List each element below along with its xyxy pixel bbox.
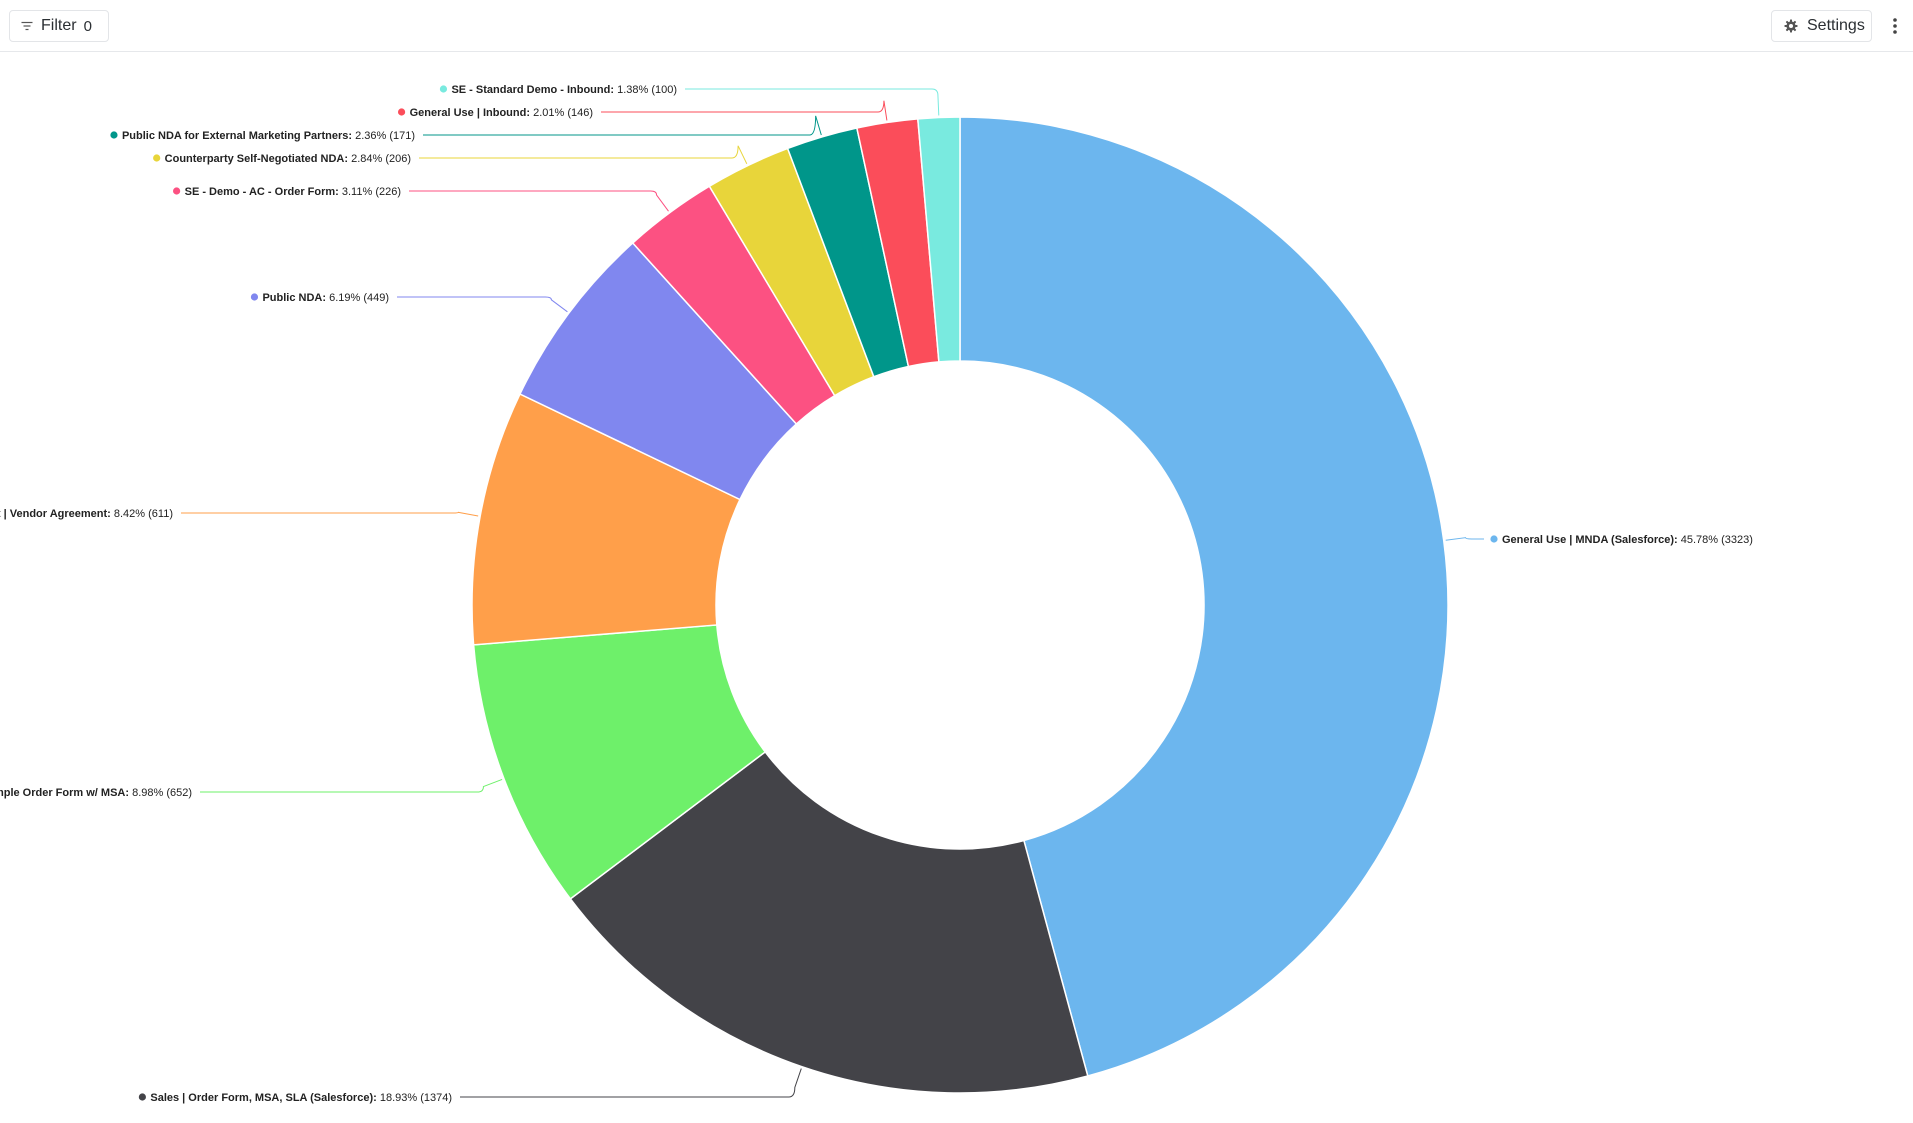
slice-label-value: 3.11% (226) <box>339 186 401 198</box>
legend-dot <box>173 187 181 195</box>
slice-label-text: Public NDA: 6.19% (449) <box>262 292 389 304</box>
slice-label-name: Counterparty Self-Negotiated NDA: <box>165 153 348 165</box>
slice-label-name: Procurement | Vendor Agreement: <box>0 508 111 520</box>
more-options-button[interactable] <box>1886 14 1904 38</box>
label-connector <box>200 778 503 793</box>
slice-label-name: General Use | Inbound: <box>410 107 530 119</box>
slice-label-name: General Use | MNDA (Salesforce): <box>1502 534 1678 546</box>
slice-label-value: 8.98% (652) <box>129 787 192 799</box>
slice-label-name: SE - Standard Demo - Inbound: <box>451 84 614 96</box>
filter-label: Filter <box>41 17 77 34</box>
legend-dot <box>110 131 118 139</box>
toolbar: Filter 0 Settings <box>0 0 1913 52</box>
gear-icon <box>1784 19 1798 33</box>
slice-label-text: General Use | MNDA (Salesforce): 45.78% … <box>1502 534 1753 546</box>
filter-count-badge: 0 <box>83 17 92 35</box>
slice-label: General Use | Inbound: 2.01% (146) <box>397 107 593 119</box>
slice-label-name: Sales | Simple Order Form w/ MSA: <box>0 787 129 799</box>
slice-label-value: 8.42% (611) <box>111 508 173 520</box>
legend-dot <box>439 85 448 93</box>
pie-slice[interactable] <box>916 116 961 363</box>
settings-label: Settings <box>1807 17 1865 34</box>
pie-slice[interactable] <box>471 392 741 646</box>
slice-label: Procurement | Vendor Agreement: 8.42% (6… <box>0 508 173 520</box>
slice-label: Counterparty Self-Negotiated NDA: 2.84% … <box>153 153 411 165</box>
label-connector <box>1445 537 1484 541</box>
legend-dot <box>397 108 406 116</box>
slice-label-name: Sales | Order Form, MSA, SLA (Salesforce… <box>150 1092 376 1104</box>
slice-label-text: Sales | Order Form, MSA, SLA (Salesforce… <box>150 1092 452 1104</box>
label-connector <box>460 1068 802 1098</box>
slice-label-text: SE - Standard Demo - Inbound: 1.38% (100… <box>451 84 677 96</box>
slice-label-name: Public NDA for External Marketing Partne… <box>122 130 352 142</box>
slice-label-text: Counterparty Self-Negotiated NDA: 2.84% … <box>165 153 411 165</box>
legend-dot <box>138 1093 146 1101</box>
pie-slice[interactable] <box>959 116 1449 1077</box>
label-connector <box>685 88 940 116</box>
slice-label: General Use | MNDA (Salesforce): 45.78% … <box>1490 534 1753 546</box>
label-connector <box>409 190 669 212</box>
slice-label-text: Procurement | Vendor Agreement: 8.42% (6… <box>0 508 173 520</box>
legend-dot <box>153 154 161 162</box>
slice-label-value: 2.36% (171) <box>352 130 415 142</box>
slice-label: Public NDA: 6.19% (449) <box>250 292 389 304</box>
donut-chart: General Use | MNDA (Salesforce): 45.78% … <box>0 84 1753 1104</box>
vertical-dots-icon <box>1893 18 1897 34</box>
slice-label-text: Public NDA for External Marketing Partne… <box>122 130 415 142</box>
slice-label: SE - Standard Demo - Inbound: 1.38% (100… <box>439 84 677 96</box>
slice-label-value: 6.19% (449) <box>326 292 389 304</box>
legend-dot <box>250 293 259 301</box>
label-connector <box>423 115 822 136</box>
label-connector <box>601 100 888 121</box>
slice-label-name: SE - Demo - AC - Order Form: <box>185 186 339 198</box>
slice-label: Sales | Simple Order Form w/ MSA: 8.98% … <box>0 787 192 799</box>
slice-label-value: 1.38% (100) <box>614 84 677 96</box>
label-connector <box>419 145 748 165</box>
filter-button[interactable]: Filter 0 <box>9 10 109 42</box>
label-connector <box>397 296 568 313</box>
slice-label: Public NDA for External Marketing Partne… <box>110 130 415 142</box>
slice-label-text: SE - Demo - AC - Order Form: 3.11% (226) <box>185 186 401 198</box>
settings-button[interactable]: Settings <box>1771 10 1872 42</box>
slice-label-value: 18.93% (1374) <box>377 1092 452 1104</box>
label-connector <box>181 511 479 517</box>
filter-icon <box>21 21 33 31</box>
slice-label-value: 2.84% (206) <box>348 153 411 165</box>
slice-label-text: Sales | Simple Order Form w/ MSA: 8.98% … <box>0 787 192 799</box>
pie-slice[interactable] <box>569 750 1089 1094</box>
slice-label-name: Public NDA: <box>262 292 326 304</box>
slice-label: SE - Demo - AC - Order Form: 3.11% (226) <box>173 186 401 198</box>
slice-label-text: General Use | Inbound: 2.01% (146) <box>410 107 593 119</box>
slice-label: Sales | Order Form, MSA, SLA (Salesforce… <box>138 1092 452 1104</box>
slice-label-value: 45.78% (3323) <box>1678 534 1753 546</box>
slice-label-value: 2.01% (146) <box>530 107 593 119</box>
legend-dot <box>1490 535 1498 543</box>
